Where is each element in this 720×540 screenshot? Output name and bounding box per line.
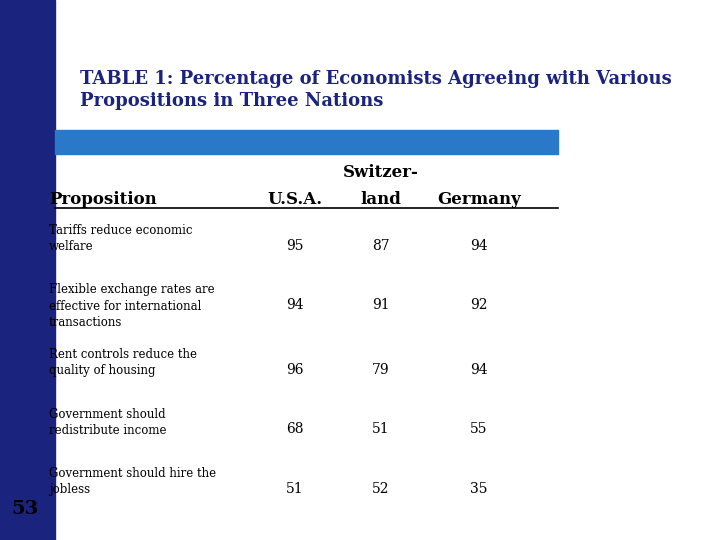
Text: Tariffs reduce economic
welfare: Tariffs reduce economic welfare <box>49 224 192 253</box>
Text: 94: 94 <box>286 298 303 312</box>
Text: Germany: Germany <box>437 191 521 208</box>
Text: 91: 91 <box>372 298 390 312</box>
Bar <box>0 0 55 540</box>
Text: Switzer-: Switzer- <box>343 164 418 181</box>
Text: Proposition: Proposition <box>49 191 157 208</box>
Text: Flexible exchange rates are
effective for international
transactions: Flexible exchange rates are effective fo… <box>49 284 215 328</box>
Text: 35: 35 <box>470 482 487 496</box>
Text: 68: 68 <box>286 422 303 436</box>
Text: Government should hire the
jobless: Government should hire the jobless <box>49 467 216 496</box>
Text: 92: 92 <box>470 298 487 312</box>
Text: Government should
redistribute income: Government should redistribute income <box>49 408 166 437</box>
Text: 51: 51 <box>372 422 390 436</box>
Text: land: land <box>360 191 401 208</box>
Text: 51: 51 <box>286 482 303 496</box>
Text: U.S.A.: U.S.A. <box>267 191 322 208</box>
Bar <box>55 130 559 154</box>
Text: 94: 94 <box>470 239 487 253</box>
Text: 95: 95 <box>286 239 303 253</box>
Text: 87: 87 <box>372 239 390 253</box>
Text: 94: 94 <box>470 363 487 377</box>
Text: 96: 96 <box>286 363 303 377</box>
Text: 53: 53 <box>11 501 38 518</box>
Text: TABLE 1: Percentage of Economists Agreeing with Various
Propositions in Three Na: TABLE 1: Percentage of Economists Agreei… <box>80 70 672 110</box>
Text: 79: 79 <box>372 363 390 377</box>
Text: 55: 55 <box>470 422 487 436</box>
Text: Rent controls reduce the
quality of housing: Rent controls reduce the quality of hous… <box>49 348 197 377</box>
Text: 52: 52 <box>372 482 390 496</box>
